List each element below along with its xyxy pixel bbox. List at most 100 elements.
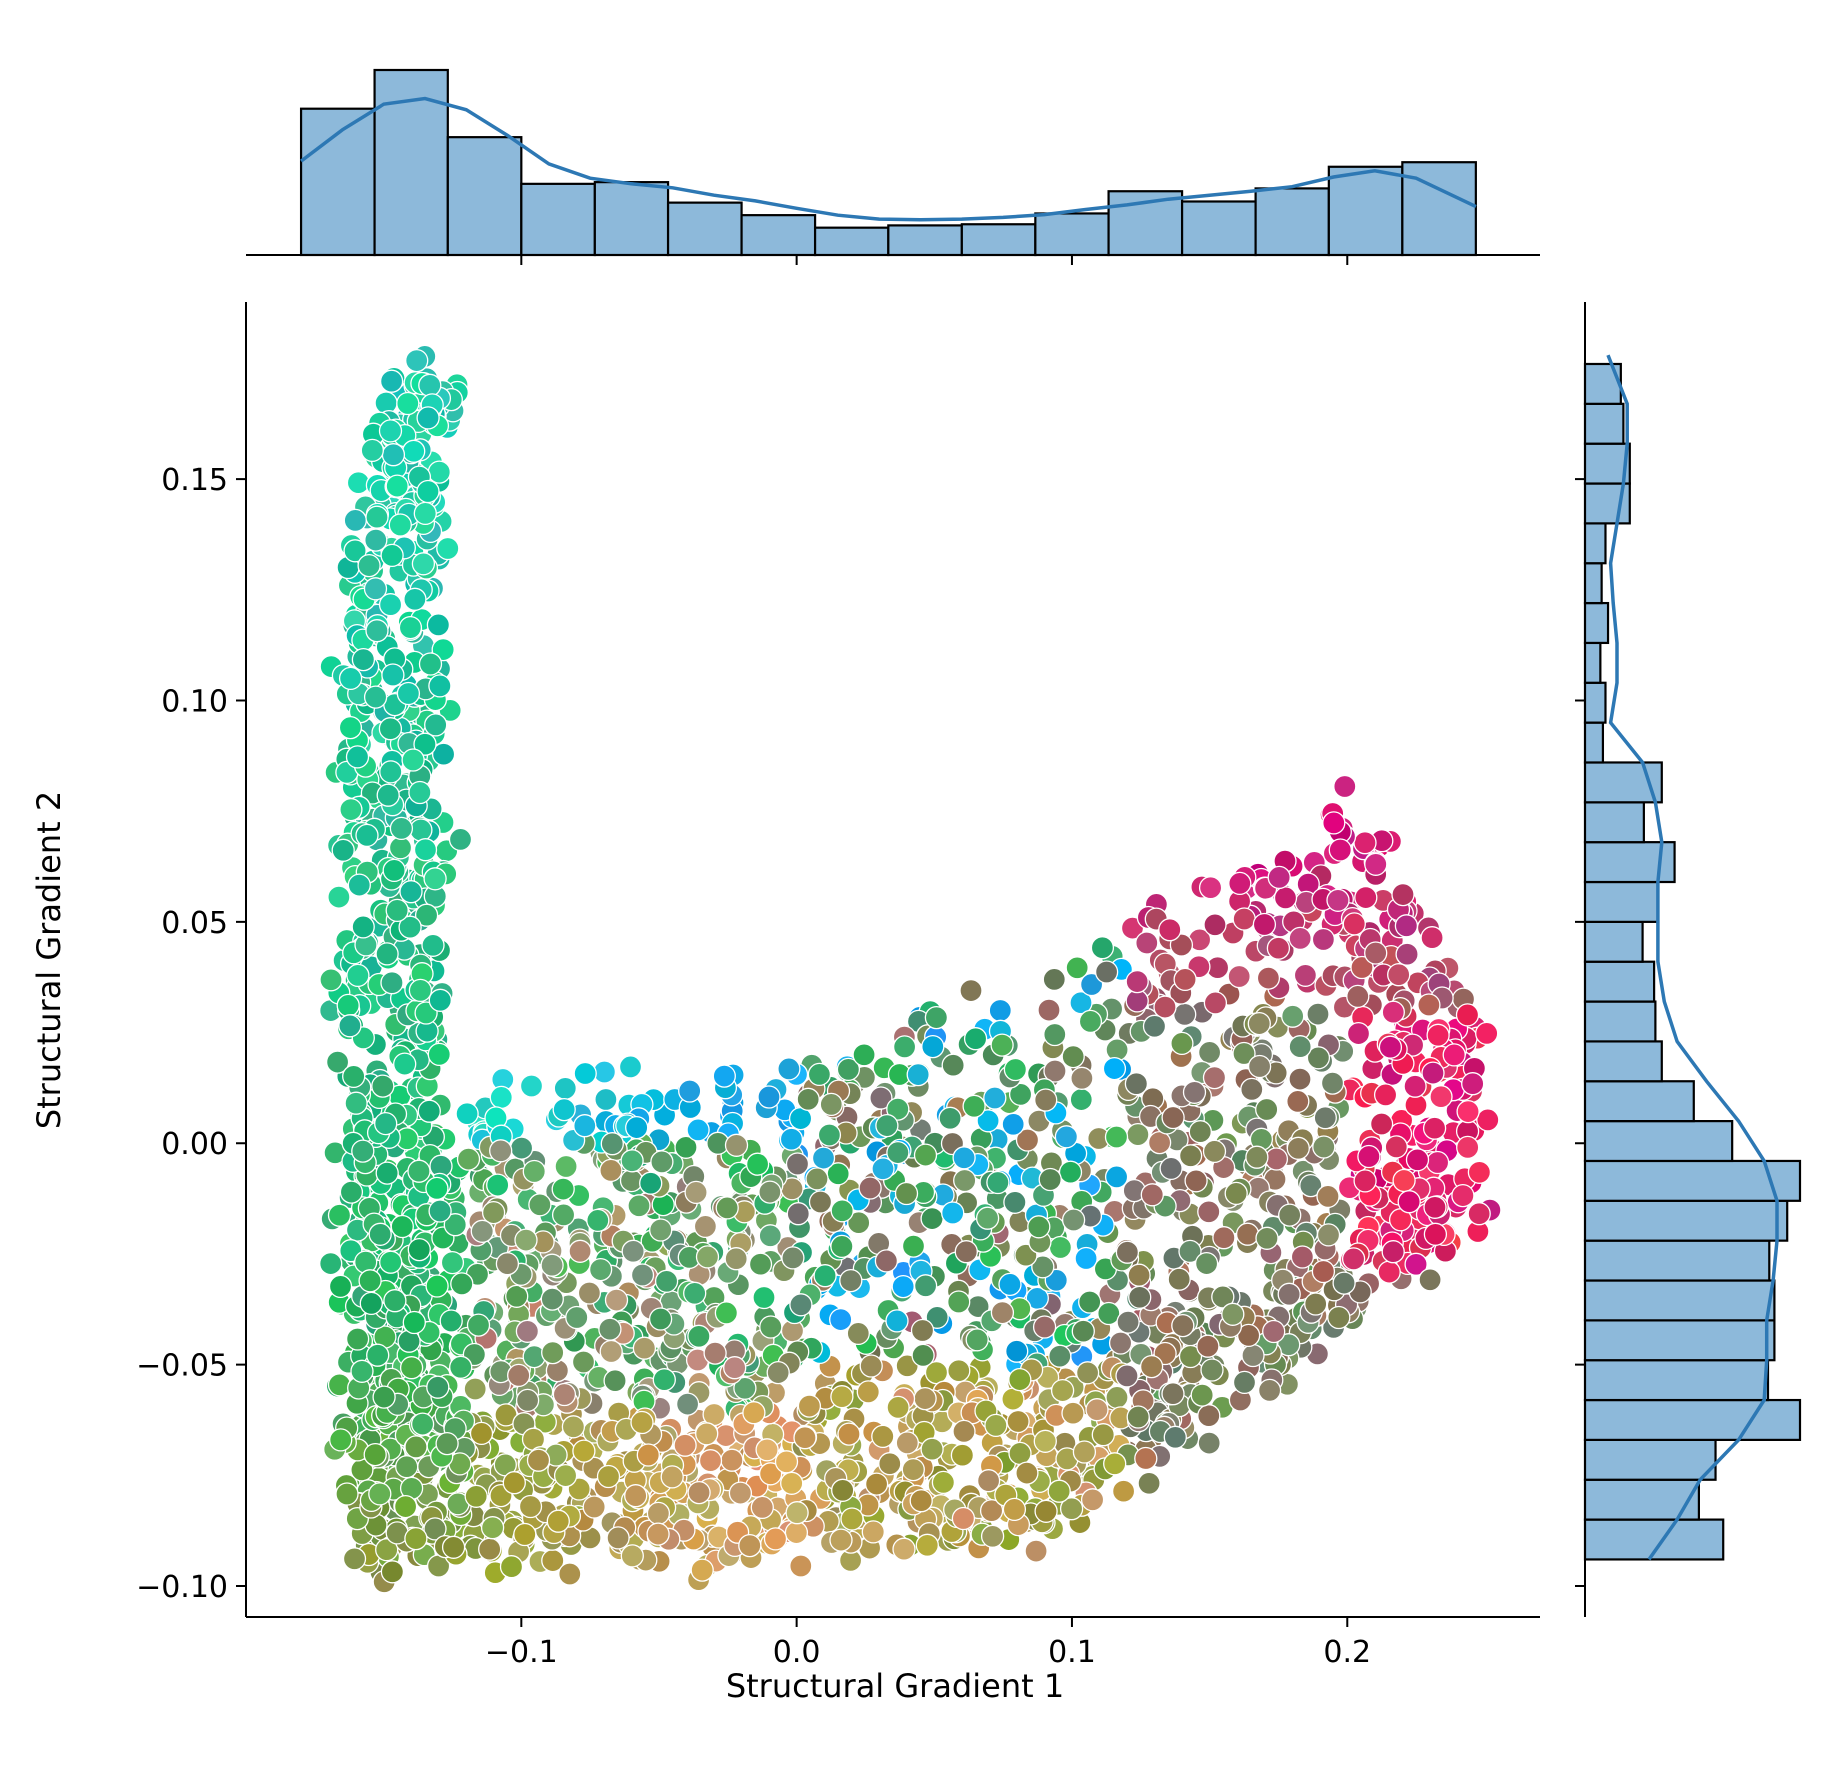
scatter-point xyxy=(381,443,406,467)
right-hist-bar xyxy=(1583,1359,1770,1402)
scatter-point xyxy=(1128,1285,1152,1309)
scatter-point xyxy=(1043,1022,1067,1047)
top-hist-bar xyxy=(299,107,376,257)
scatter-point xyxy=(1306,1046,1331,1070)
x-tick-label: −0.1 xyxy=(485,1635,558,1670)
scatter-point xyxy=(1061,1044,1085,1069)
scatter-point xyxy=(408,978,433,1003)
scatter-point xyxy=(343,508,367,533)
scatter-point xyxy=(342,1547,367,1571)
scatter-point xyxy=(675,1392,700,1416)
scatter-point xyxy=(1135,931,1159,955)
scatter-point xyxy=(620,1149,644,1173)
scatter-point xyxy=(941,1201,965,1225)
scatter-point xyxy=(686,1118,710,1142)
scatter-point xyxy=(573,1061,597,1086)
scatter-point xyxy=(375,1538,399,1562)
scatter-point xyxy=(480,1516,505,1540)
scatter-point xyxy=(365,619,389,643)
scatter-point xyxy=(1091,1423,1115,1447)
scatter-point xyxy=(553,1463,578,1488)
scatter-point xyxy=(1395,942,1419,966)
scatter-point xyxy=(588,1257,613,1282)
scatter-point xyxy=(388,513,412,537)
scatter-point xyxy=(1190,1383,1214,1407)
scatter-point xyxy=(979,1499,1004,1523)
scatter-point xyxy=(421,933,445,957)
scatter-point xyxy=(1327,1305,1351,1330)
scatter-point xyxy=(357,553,381,578)
scatter-point xyxy=(785,1501,809,1525)
scatter-point xyxy=(428,674,452,698)
scatter-point xyxy=(1033,1429,1057,1453)
scatter-point xyxy=(1008,1441,1032,1466)
scatter-point xyxy=(338,1014,362,1038)
scatter-point xyxy=(1139,1354,1164,1379)
scatter-point xyxy=(396,391,420,416)
scatter-point xyxy=(1286,1136,1310,1160)
scatter-point xyxy=(1054,1125,1079,1149)
scatter-point xyxy=(910,1318,935,1343)
scatter-point xyxy=(1111,1479,1136,1503)
scatter-point xyxy=(817,1123,842,1147)
scatter-point xyxy=(1142,1014,1167,1038)
scatter-point xyxy=(358,1269,382,1293)
scatter-point xyxy=(1203,913,1227,937)
scatter-point xyxy=(411,552,436,576)
scatter-point xyxy=(379,760,403,784)
scatter-point xyxy=(886,1140,910,1165)
scatter-point xyxy=(1313,1106,1337,1130)
scatter-point xyxy=(368,1222,392,1246)
scatter-point xyxy=(1184,1169,1208,1193)
scatter-point xyxy=(443,1213,467,1237)
scatter-point xyxy=(319,968,343,992)
scatter-point xyxy=(1224,1181,1248,1206)
scatter-point xyxy=(351,915,375,939)
right-hist-bar xyxy=(1583,402,1625,445)
scatter-point xyxy=(777,1057,801,1081)
scatter-point xyxy=(621,1239,645,1263)
scatter-point xyxy=(779,1127,804,1151)
y-tick-label: 0.05 xyxy=(161,906,228,941)
right-hist-bar xyxy=(1583,1478,1700,1521)
scatter-point xyxy=(625,1115,649,1140)
scatter-point xyxy=(378,593,403,617)
scatter-point xyxy=(363,685,388,709)
scatter-point xyxy=(1058,1160,1083,1184)
scatter-point xyxy=(921,1034,945,1059)
scatter-point xyxy=(846,1321,870,1346)
scatter-point xyxy=(329,1428,353,1452)
scatter-point xyxy=(913,1386,937,1411)
right-hist-bar xyxy=(1583,880,1660,923)
scatter-point xyxy=(1124,1072,1149,1096)
scatter-point xyxy=(1257,1378,1282,1403)
scatter-point xyxy=(439,1309,463,1333)
scatter-point xyxy=(380,543,404,568)
scatter-point xyxy=(350,1359,374,1383)
scatter-point xyxy=(1069,1087,1093,1112)
scatter-point xyxy=(1147,1130,1172,1155)
scatter-point xyxy=(1178,1344,1203,1369)
scatter-point xyxy=(1197,1040,1222,1065)
scatter-point xyxy=(1074,1246,1098,1271)
scatter-point xyxy=(407,1159,431,1183)
scatter-point xyxy=(1188,1120,1212,1144)
scatter-point xyxy=(1103,1452,1127,1476)
scatter-point xyxy=(673,1433,697,1457)
right-hist-bar xyxy=(1583,1398,1802,1441)
scatter-point xyxy=(1075,1361,1100,1385)
scatter-point xyxy=(1286,1089,1310,1114)
scatter-point xyxy=(674,1135,698,1159)
scatter-point xyxy=(1078,1009,1103,1034)
scatter-point xyxy=(693,1214,718,1239)
right-hist-bar xyxy=(1583,1040,1663,1083)
scatter-point xyxy=(599,1339,623,1364)
scatter-point xyxy=(360,438,384,463)
scatter-point xyxy=(416,406,440,430)
right-hist-bar xyxy=(1583,1239,1771,1282)
scatter-point xyxy=(540,1253,564,1277)
scatter-point xyxy=(1125,969,1149,994)
scatter-point xyxy=(1173,967,1197,992)
scatter-point xyxy=(379,1250,403,1274)
scatter-point xyxy=(695,1422,719,1446)
